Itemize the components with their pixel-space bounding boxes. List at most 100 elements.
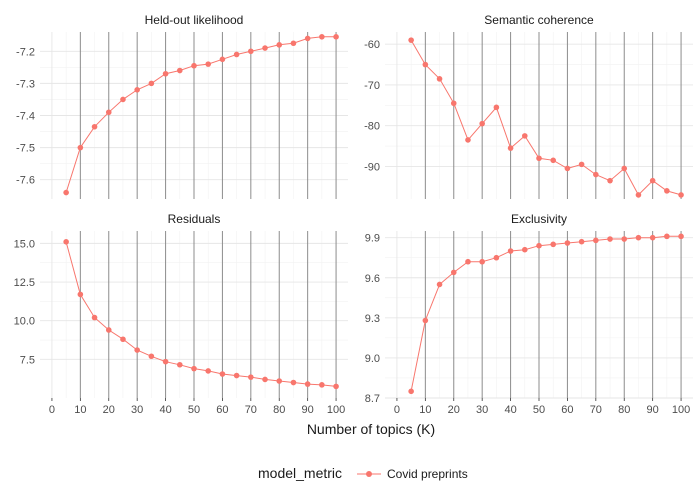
data-point	[191, 365, 197, 372]
x-tick-label: 30	[131, 404, 143, 416]
y-tick-label: 8.7	[365, 393, 380, 405]
data-point	[248, 48, 254, 55]
panel-title: Residuals	[168, 212, 221, 226]
data-point	[621, 165, 628, 172]
data-point	[465, 258, 471, 265]
data-point	[276, 42, 283, 48]
x-tick-label: 0	[49, 404, 55, 416]
x-tick-label: 60	[216, 404, 228, 416]
data-point	[148, 353, 155, 360]
data-point	[607, 236, 613, 242]
data-point	[493, 254, 500, 261]
x-tick-label: 10	[74, 404, 86, 416]
data-point	[521, 133, 528, 139]
panel-1: Held-out likelihood -7.6 -7.5 -7.4 -7.3 -7.2	[16, 13, 348, 199]
data-point	[162, 358, 169, 365]
y-tick-label: 9.3	[365, 313, 380, 325]
data-point	[593, 171, 599, 178]
data-point	[664, 233, 670, 240]
y-tick-label: -7.3	[16, 78, 35, 90]
data-point	[63, 189, 69, 196]
x-tick-label: 50	[533, 404, 545, 416]
panel-title: Semantic coherence	[484, 13, 594, 27]
data-point	[120, 96, 126, 103]
y-tick-label: -7.6	[16, 175, 35, 187]
x-tick-label: 90	[302, 404, 314, 416]
data-point	[233, 372, 240, 379]
data-point	[507, 145, 514, 151]
data-point	[578, 238, 585, 245]
data-point	[191, 62, 197, 69]
x-tick-label: 70	[245, 404, 257, 416]
x-tick-label: 50	[188, 404, 200, 416]
data-point	[635, 234, 642, 241]
data-point	[120, 336, 126, 343]
data-point	[507, 248, 514, 254]
data-point	[319, 382, 325, 388]
data-point	[304, 35, 311, 42]
data-point	[649, 234, 656, 241]
data-point	[319, 34, 325, 40]
data-point	[205, 61, 212, 67]
y-tick-label: 9.0	[365, 353, 380, 365]
data-point	[219, 56, 226, 63]
data-point	[678, 233, 684, 240]
y-tick-label: 10.0	[14, 316, 35, 328]
data-point	[290, 379, 297, 386]
data-point	[564, 165, 571, 172]
x-tick-label: 60	[561, 404, 573, 416]
x-tick-label: 80	[618, 404, 630, 416]
data-point	[465, 137, 471, 143]
data-point	[635, 192, 642, 198]
data-point	[678, 192, 684, 198]
data-point	[233, 51, 240, 58]
x-tick-label: 100	[327, 404, 345, 416]
x-axis: 0 10 20 30 40 50 60 70 80 90 100 0 10 20 30 40 50 60 70 80 9…	[49, 398, 690, 416]
data-point	[290, 40, 297, 47]
data-point	[148, 80, 155, 87]
x-tick-label: 40	[504, 404, 516, 416]
data-point	[664, 188, 670, 194]
data-point	[248, 374, 254, 380]
y-tick-label: -7.2	[16, 46, 35, 58]
data-point	[262, 45, 268, 51]
data-point	[550, 241, 557, 248]
data-point	[521, 246, 528, 253]
data-point	[162, 70, 169, 77]
data-point	[536, 155, 542, 162]
data-point	[479, 120, 485, 127]
x-tick-label: 70	[590, 404, 602, 416]
data-point	[422, 61, 429, 68]
data-point	[134, 87, 140, 93]
data-point	[77, 144, 84, 151]
x-tick-label: 80	[273, 404, 285, 416]
y-tick-label: -90	[364, 161, 380, 173]
series-line	[410, 235, 682, 392]
data-point	[304, 381, 311, 387]
panel-2: Semantic coherence -90 -80 -70 -60	[364, 13, 693, 199]
data-point	[105, 327, 112, 333]
data-point	[408, 37, 414, 43]
data-point	[607, 177, 613, 184]
x-tick-label: 30	[476, 404, 488, 416]
data-point	[91, 123, 98, 130]
data-point	[536, 242, 542, 249]
chart-panels: Held-out likelihood -7.6 -7.5 -7.4 -7.3 -7.2 S…	[14, 13, 693, 405]
y-tick-label: -7.5	[16, 143, 35, 155]
legend-title: model_metric	[258, 465, 342, 481]
data-point	[205, 368, 212, 374]
data-point	[408, 388, 414, 395]
x-tick-label: 40	[159, 404, 171, 416]
panel-title: Exclusivity	[511, 212, 567, 226]
legend: model_metric Covid preprints	[258, 465, 468, 481]
data-point	[649, 177, 656, 184]
panel-title: Held-out likelihood	[145, 13, 244, 27]
y-tick-label: -70	[364, 80, 380, 92]
data-point	[219, 371, 226, 377]
y-tick-label: 15.0	[14, 238, 35, 250]
legend-item-label: Covid preprints	[387, 467, 468, 481]
data-point	[450, 269, 457, 276]
data-point	[436, 281, 443, 288]
data-point	[333, 383, 339, 390]
y-tick-label: -60	[364, 39, 380, 51]
